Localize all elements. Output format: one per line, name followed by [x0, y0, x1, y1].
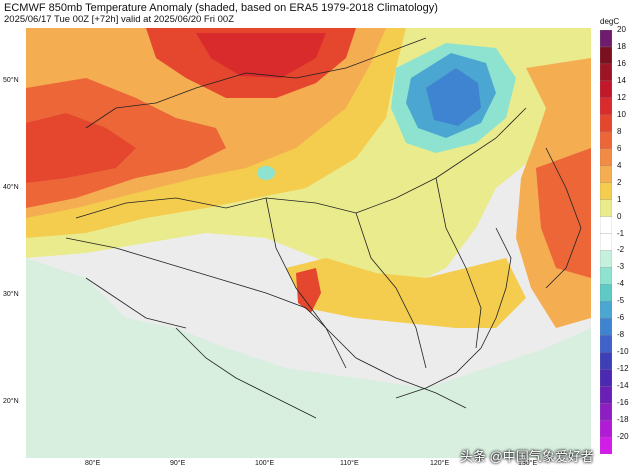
colorbar-swatch [600, 182, 612, 201]
colorbar-swatch [600, 352, 612, 370]
border-line [265, 197, 347, 369]
colorbar-tick-label: -12 [617, 364, 629, 374]
border-line [435, 177, 482, 349]
border-line [545, 147, 582, 289]
anomaly-region-south-warm [286, 258, 526, 328]
colorbar-swatch [600, 216, 612, 235]
lat-label-40n: 40°N [3, 184, 19, 191]
colorbar-swatch [600, 63, 612, 82]
colorbar-tick-label: -4 [617, 279, 625, 289]
lat-label-30n: 30°N [3, 291, 19, 298]
map-subtitle: 2025/06/17 Tue 00Z [+72h] valid at 2025/… [4, 14, 235, 25]
colorbar-tick-label: 2 [617, 177, 622, 187]
watermark: 头条 @中国气象爱好者 [460, 449, 594, 464]
colorbar-swatch [600, 30, 612, 48]
colorbar-tick-label: -8 [617, 330, 625, 340]
border-line [355, 212, 427, 369]
colorbar-swatch [600, 131, 612, 150]
colorbar-swatch [600, 80, 612, 99]
colorbar-tick-label: -20 [617, 432, 629, 442]
anomaly-region-northeast-strong [536, 148, 591, 278]
colorbar-tick-label: 6 [617, 143, 622, 153]
lat-label-20n: 20°N [3, 398, 19, 405]
lon-label-110e: 110°E [340, 460, 359, 467]
lon-label-120e: 120°E [430, 460, 450, 467]
colorbar-swatch [600, 114, 612, 133]
colorbar-unit: degC [600, 17, 620, 26]
map-borders [65, 37, 582, 419]
coastline [395, 227, 512, 399]
colorbar-tick-label: -14 [617, 381, 629, 391]
colorbar-swatch [600, 267, 612, 286]
colorbar-tick-label: -2 [617, 245, 625, 255]
anomaly-region-very-strong-warm [196, 33, 326, 78]
anomaly-region-sichuan-warm [296, 268, 321, 313]
anomaly-map [26, 28, 591, 458]
anomaly-region-small-cool-spot [257, 166, 275, 180]
colorbar-swatch [600, 419, 612, 438]
colorbar-swatch [600, 402, 612, 421]
map-canvas [26, 28, 591, 458]
colorbar-tick-label: 18 [617, 41, 626, 51]
colorbar-tick-label: 8 [617, 126, 622, 136]
colorbar-tick-label: 1 [617, 194, 622, 204]
colorbar-swatch [600, 46, 612, 65]
lat-label-50n: 50°N [3, 77, 19, 84]
colorbar-swatch [600, 284, 612, 303]
colorbar-tick-label: 0 [617, 211, 622, 221]
colorbar-tick-label: 12 [617, 92, 626, 102]
border-line [175, 327, 317, 419]
colorbar-swatch [600, 233, 612, 252]
colorbar [600, 30, 612, 454]
anomaly-region-south-pale [26, 258, 591, 458]
colorbar-tick-label: -10 [617, 347, 629, 357]
colorbar-tick-label: -1 [617, 228, 625, 238]
colorbar-tick-label: -3 [617, 262, 625, 272]
colorbar-swatch [600, 250, 612, 269]
colorbar-tick-label: -5 [617, 296, 625, 306]
border-line [85, 37, 427, 129]
border-line [65, 237, 467, 409]
colorbar-swatch [600, 301, 612, 319]
colorbar-tick-label: -16 [617, 398, 629, 408]
colorbar-tick-label: 14 [617, 75, 626, 85]
lon-label-90e: 90°E [170, 460, 186, 467]
colorbar-tick-label: -6 [617, 313, 625, 323]
colorbar-swatch [600, 369, 612, 387]
colorbar-tick-label: 10 [617, 109, 626, 119]
lon-label-80e: 80°E [85, 460, 101, 467]
anomaly-region-cold-core [426, 68, 481, 126]
colorbar-tick-label: 4 [617, 160, 622, 170]
border-line [75, 107, 527, 219]
colorbar-swatch [600, 386, 612, 404]
colorbar-swatch [600, 318, 612, 336]
colorbar-swatch [600, 97, 612, 116]
colorbar-tick-label: -18 [617, 415, 629, 425]
colorbar-swatch [600, 148, 612, 167]
border-line [85, 277, 187, 329]
colorbar-tick-label: 20 [617, 25, 626, 34]
anomaly-region-red-west [26, 113, 136, 183]
colorbar-swatch [600, 436, 612, 454]
colorbar-swatch [600, 165, 612, 184]
lon-label-130e: 130°E [518, 460, 538, 467]
colorbar-tick-label: 16 [617, 58, 626, 68]
lon-label-100e: 100°E [255, 460, 275, 467]
colorbar-swatch [600, 199, 612, 218]
map-title: ECMWF 850mb Temperature Anomaly (shaded,… [4, 2, 438, 14]
colorbar-swatch [600, 335, 612, 353]
